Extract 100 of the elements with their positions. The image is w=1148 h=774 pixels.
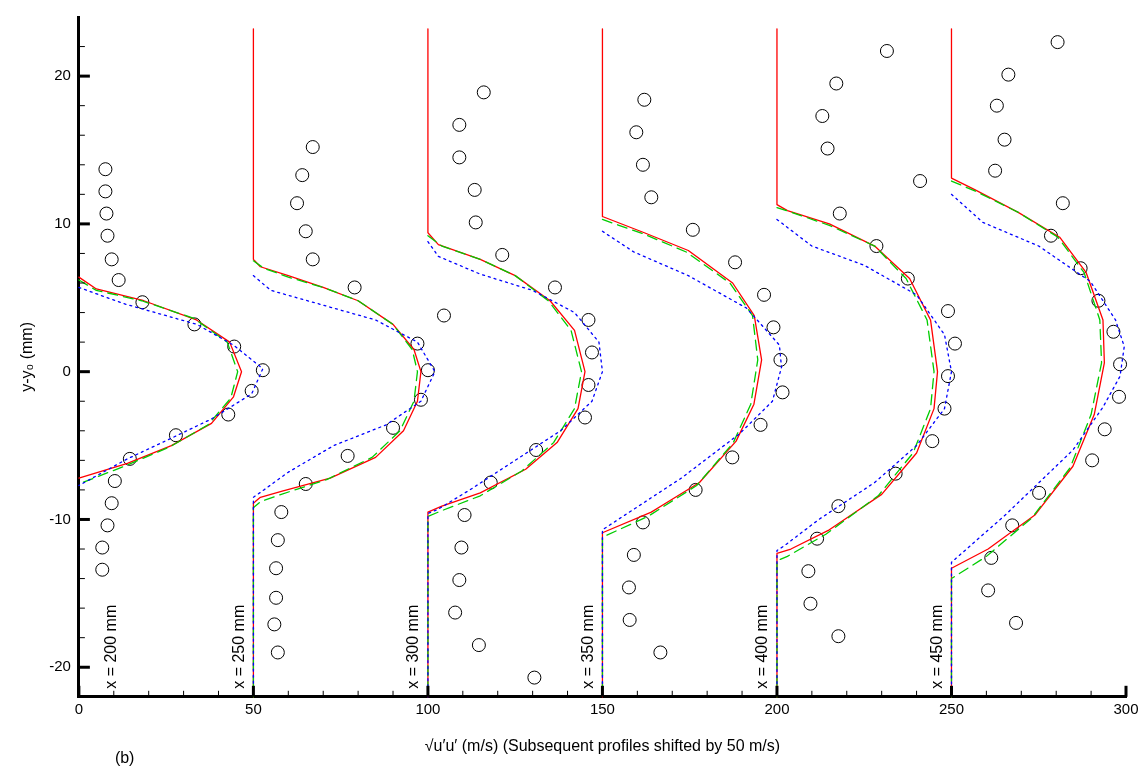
point [483,475,498,490]
y-tick-label: 0 [62,361,71,379]
point [831,499,846,514]
y-tick-label: -10 [49,509,71,527]
point [274,505,289,520]
point [988,163,1003,178]
point [1001,67,1016,82]
point [221,407,236,422]
point [298,476,313,491]
point [468,215,483,230]
point [685,222,700,237]
point [420,363,435,378]
point [1106,324,1121,339]
point [644,190,659,205]
point [766,320,781,335]
point [104,252,119,267]
point [305,252,320,267]
point [757,287,772,302]
point [653,645,668,660]
point [635,515,650,530]
y-tick-label: -20 [49,657,71,675]
x-tick-label: 200 [764,699,790,717]
annotation: x = 250 mm [229,604,247,689]
x-tick-label: 150 [589,699,615,717]
point [635,157,650,172]
point [547,280,562,295]
point [269,590,284,605]
x-tick-label: 50 [245,699,262,717]
point [290,196,305,211]
point [940,304,955,319]
point [1113,357,1128,372]
point [107,474,122,489]
annotation: x = 400 mm [753,604,771,689]
point [869,239,884,254]
point [452,117,467,132]
point [457,508,472,523]
point [1112,389,1127,404]
point [111,273,126,288]
annotation: x = 350 mm [578,604,596,689]
point [622,612,637,627]
point [270,533,285,548]
point [577,410,592,425]
x-tick-label: 100 [415,699,441,717]
point [1032,485,1047,500]
annotation: x = 450 mm [927,604,945,689]
point [454,540,469,555]
point [452,150,467,165]
point [981,583,996,598]
point [476,85,491,100]
point [95,562,110,577]
point [688,482,703,497]
point [984,550,999,565]
point [989,98,1004,113]
point [122,451,137,466]
point [267,617,282,632]
point [1050,35,1065,50]
point [1005,518,1020,533]
point [900,271,915,286]
point [810,531,825,546]
point [305,140,320,155]
point [244,383,259,398]
point [386,420,401,435]
point [621,580,636,595]
x-tick-label: 250 [938,699,964,717]
point [270,645,285,660]
point [527,670,542,685]
point [1073,261,1088,276]
point [829,76,844,91]
point [1009,615,1024,630]
point [626,547,641,562]
point [879,43,894,58]
annotation: x = 200 mm [102,604,120,689]
point [1055,196,1070,211]
point [1043,228,1058,243]
point [728,255,743,270]
point [100,518,115,533]
point [753,417,768,432]
point [832,206,847,221]
point [495,247,510,262]
point [98,162,113,177]
point [347,280,362,295]
point [581,377,596,392]
point [637,92,652,107]
point [529,443,544,457]
point [298,224,313,239]
text: (b) [114,749,135,767]
point [1085,453,1100,468]
y-tick-label: 10 [54,214,71,232]
point [187,317,202,332]
point [584,345,599,360]
point [100,228,115,243]
y-axis-title: y-y₀ (mm) [18,322,36,392]
point [99,206,114,221]
y-tick-label: 20 [54,66,71,84]
point [255,363,270,378]
x-tick-label: 0 [74,699,84,717]
point [801,564,816,579]
point [269,561,284,576]
point [95,540,110,555]
point [940,369,955,384]
